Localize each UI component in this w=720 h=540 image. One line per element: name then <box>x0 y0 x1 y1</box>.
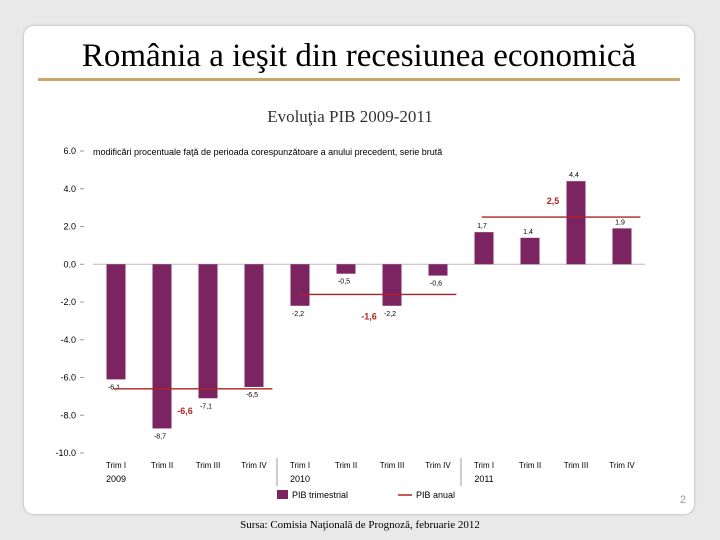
x-year-label: 2010 <box>290 474 310 484</box>
y-tick-label: 4.0 <box>63 184 76 194</box>
bar-value-label: -2,2 <box>292 311 304 318</box>
bar <box>428 264 448 276</box>
bar <box>474 232 494 265</box>
x-category-label: Trim III <box>564 461 589 470</box>
chart-title: Evoluţia PIB 2009-2011 <box>267 107 433 126</box>
annual-value-label: -1,6 <box>361 311 377 321</box>
x-year-label: 2011 <box>474 474 493 484</box>
x-category-label: Trim II <box>519 461 541 470</box>
bar <box>520 237 540 265</box>
y-tick-label: 2.0 <box>63 222 76 232</box>
x-labels-group: Trim I Trim II Trim III Trim IV Trim I Trim I… <box>106 458 635 486</box>
bar-value-label: -6,1 <box>108 384 120 391</box>
annual-value-label: -6,6 <box>177 406 193 416</box>
bar-value-label: -8,7 <box>154 433 166 440</box>
annual-group: -6,6 -1,6 2,5 <box>113 196 641 416</box>
page-number: 2 <box>679 494 686 506</box>
x-year-label: 2009 <box>106 474 126 484</box>
bar <box>336 264 356 274</box>
bar <box>290 264 310 306</box>
bar-value-label: 1,9 <box>615 219 625 226</box>
annual-value-label: 2,5 <box>547 196 560 206</box>
bar <box>566 181 586 265</box>
x-category-label: Trim I <box>106 461 126 470</box>
y-tick-label: -10.0 <box>55 448 76 458</box>
y-tick-label: -8.0 <box>60 410 76 420</box>
bar <box>382 264 402 306</box>
x-category-label: Trim IV <box>425 461 451 470</box>
bar-value-label: 1,7 <box>477 223 487 230</box>
bar-value-label: -7,1 <box>200 403 212 410</box>
slide: România a ieşit din recesiunea economică… <box>24 26 694 514</box>
bar <box>152 264 172 429</box>
x-category-label: Trim II <box>335 461 357 470</box>
source-note: Sursa: Comisia Naţională de Prognoză, fe… <box>240 519 480 531</box>
bar-value-label: 1,4 <box>523 229 533 236</box>
axis-group: 6.0 4.0 2.0 0.0 -2.0 -4.0 -6.0 -8.0 -10.0 <box>55 146 645 458</box>
y-tick-label: -2.0 <box>60 297 76 307</box>
y-tick-label: -4.0 <box>60 335 76 345</box>
title-rule <box>38 78 680 81</box>
legend-label-bars: PIB trimestrial <box>292 490 348 500</box>
legend-swatch-bars <box>277 490 288 499</box>
bar-value-label: -2,2 <box>384 311 396 318</box>
y-tick-label: 0.0 <box>63 259 76 269</box>
x-category-label: Trim I <box>474 461 494 470</box>
chart-subtitle: modificări procentuale faţă de perioada … <box>93 147 442 157</box>
bars-group: -6,1 -8,7 -7,1 -6,5 -2,2 -0,5 -2,2 -0,6 1,7 1,4 4,… <box>106 172 632 440</box>
bar <box>612 228 632 265</box>
slide-title: România a ieşit din recesiunea economică <box>81 38 637 74</box>
bar <box>244 264 264 387</box>
bar-value-label: -6,5 <box>246 392 258 399</box>
x-category-label: Trim II <box>151 461 173 470</box>
bar-value-label: -0,6 <box>430 281 442 288</box>
bar <box>106 264 126 380</box>
x-category-label: Trim III <box>196 461 221 470</box>
bar <box>198 264 218 399</box>
y-tick-label: -6.0 <box>60 373 76 383</box>
x-category-label: Trim IV <box>241 461 267 470</box>
bar-value-label: -0,5 <box>338 279 350 286</box>
x-category-label: Trim III <box>380 461 405 470</box>
legend: PIB trimestrial PIB anual <box>277 490 455 500</box>
x-category-label: Trim IV <box>609 461 635 470</box>
bar-value-label: 4,4 <box>569 172 579 179</box>
y-tick-label: 6.0 <box>63 146 76 156</box>
legend-label-line: PIB anual <box>416 490 455 500</box>
x-category-label: Trim I <box>290 461 310 470</box>
